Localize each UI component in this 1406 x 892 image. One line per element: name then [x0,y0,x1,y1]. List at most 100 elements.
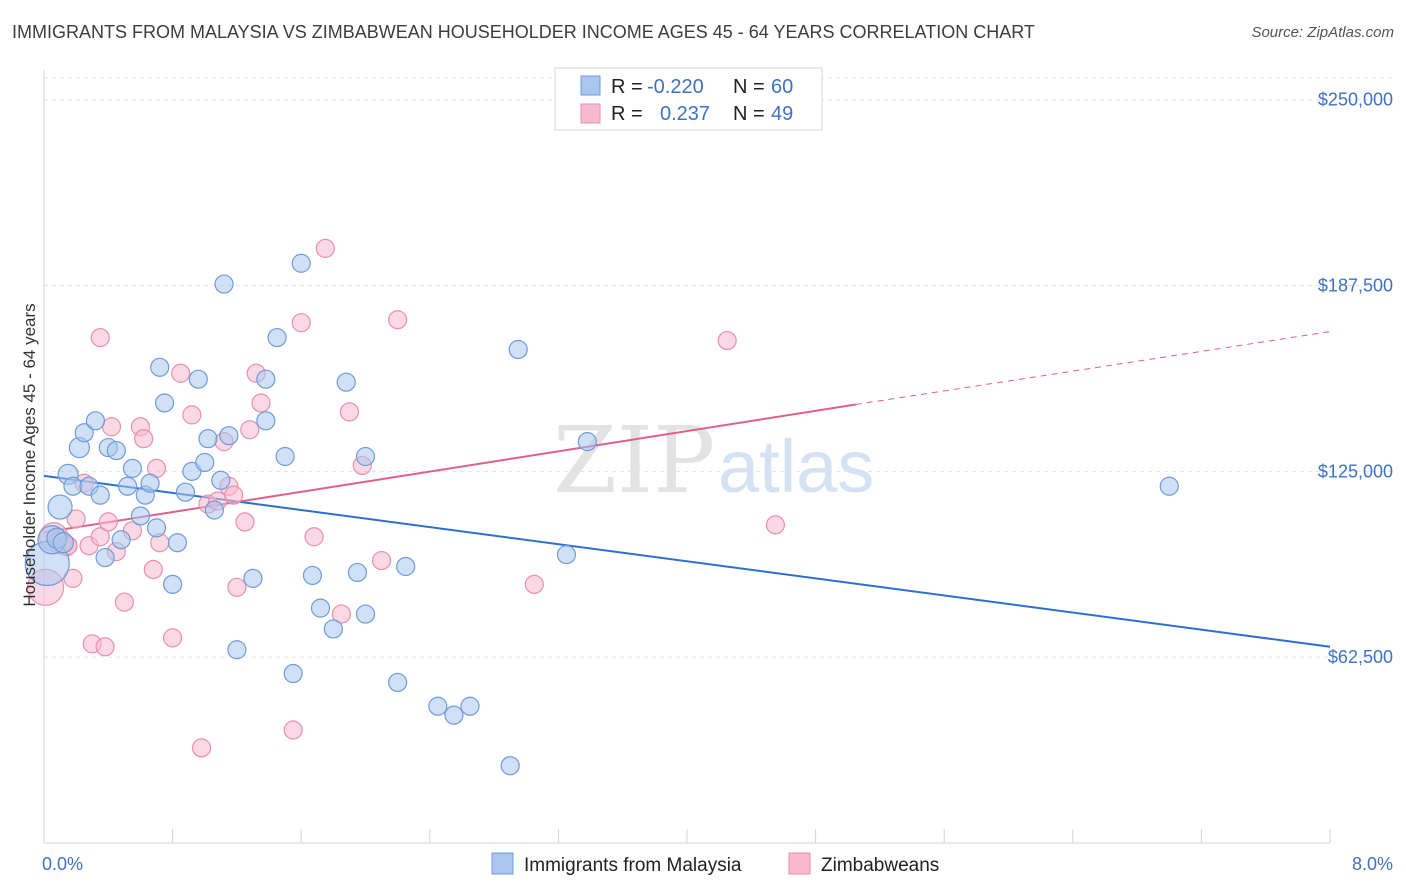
series-legend-swatch-malaysia [491,852,514,875]
data-points [24,238,1179,776]
point-malaysia [140,473,160,493]
point-malaysia [347,562,368,583]
point-malaysia [85,411,106,431]
point-malaysia [111,530,131,550]
point-zimbabweans [283,720,303,740]
point-zimbabweans [134,429,154,449]
point-malaysia [428,696,448,716]
point-malaysia [1159,476,1179,496]
point-malaysia [175,482,196,502]
point-malaysia [227,640,247,660]
legend-n-label-1: N = [733,76,765,98]
y-tick-label: $62,500 [1328,647,1393,667]
axes [43,70,1331,844]
watermark: ZIP atlas [553,407,874,514]
point-malaysia [198,429,218,449]
point-zimbabweans [182,405,202,425]
point-malaysia [291,253,311,273]
watermark-atlas: atlas [718,425,874,508]
point-zimbabweans [224,485,244,505]
point-malaysia [63,476,83,496]
point-malaysia [500,756,520,776]
point-malaysia [90,485,110,505]
point-malaysia [444,705,464,725]
point-zimbabweans [171,363,191,383]
point-zimbabweans [331,604,351,624]
y-tick-labels: $62,500 $125,000 $187,500 $250,000 [1318,90,1393,667]
point-malaysia [256,369,276,389]
point-malaysia [154,393,175,413]
legend-r-label-1: R = [611,76,643,98]
point-malaysia [508,339,528,360]
point-zimbabweans [143,559,163,580]
legend-r-label-2: R = [611,103,643,125]
point-zimbabweans [163,628,183,648]
series-legend-swatch-zimbabweans [788,852,811,875]
series-legend-label-zimbabweans: Zimbabweans [821,855,939,876]
point-malaysia [74,423,94,443]
y-tick-label: $187,500 [1318,276,1393,296]
point-malaysia [47,494,73,520]
y-axis-label: Householder Income Ages 45 - 64 years [20,303,39,606]
point-malaysia [256,411,276,431]
x-tick-label-max: 8.0% [1352,854,1393,874]
y-tick-label: $250,000 [1318,90,1393,110]
point-malaysia [396,556,416,577]
point-zimbabweans [388,310,408,330]
point-malaysia [52,532,74,554]
point-malaysia [195,452,215,473]
point-zimbabweans [240,420,260,440]
chart-source: Source: ZipAtlas.com [1251,24,1394,41]
point-malaysia [130,506,151,526]
point-malaysia [355,604,376,624]
point-malaysia [460,696,480,716]
chart-title: IMMIGRANTS FROM MALAYSIA VS ZIMBABWEAN H… [12,22,1035,42]
legend-n-value-2: 49 [771,103,793,125]
point-zimbabweans [765,515,786,535]
point-zimbabweans [339,402,360,422]
legend-swatch-blue [580,75,601,96]
trend-line-malaysia [43,474,1331,648]
point-zimbabweans [315,238,335,258]
point-malaysia [214,274,234,294]
point-malaysia [122,458,143,478]
point-zimbabweans [66,509,86,529]
point-malaysia [106,440,126,461]
point-malaysia [211,470,231,490]
point-zimbabweans [101,417,122,437]
point-malaysia [95,547,115,568]
point-zimbabweans [524,574,544,594]
point-malaysia [302,565,323,586]
point-malaysia [204,500,224,520]
point-zimbabweans [95,637,115,657]
point-zimbabweans [98,512,118,532]
point-zimbabweans [291,313,311,333]
series-legend: Immigrants from Malaysia Zimbabweans [491,852,939,876]
point-malaysia [163,574,183,594]
point-malaysia [188,369,208,389]
watermark-zip: ZIP [553,407,715,514]
legend-r-value-1: -0.220 [647,76,704,98]
point-malaysia [146,518,167,538]
point-malaysia [283,663,303,684]
point-malaysia [388,672,408,693]
point-malaysia [310,598,331,618]
point-malaysia [556,545,577,565]
point-zimbabweans [371,550,392,571]
x-tick-label-min: 0.0% [42,854,83,874]
point-zimbabweans [90,327,110,348]
point-zimbabweans [191,738,212,758]
y-tick-label: $125,000 [1318,461,1393,481]
point-zimbabweans [227,577,247,597]
point-malaysia [323,619,343,639]
point-malaysia [275,446,295,467]
point-zimbabweans [114,592,134,612]
point-malaysia [219,426,239,446]
grid-lines [44,77,1395,658]
point-zimbabweans [90,527,110,547]
point-malaysia [577,432,597,452]
point-malaysia [355,446,376,467]
point-zimbabweans [235,512,255,532]
trend-lines [43,331,1331,648]
